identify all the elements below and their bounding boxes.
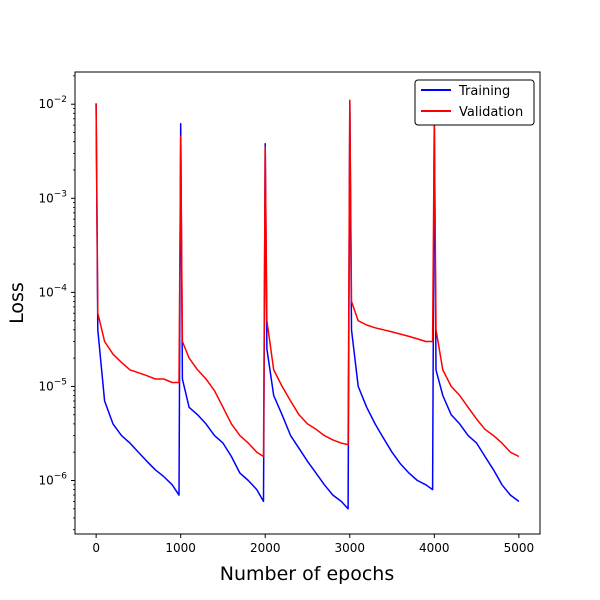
x-axis: 0 1000 2000 3000 4000 5000 — [92, 534, 534, 555]
x-tick-label: 1000 — [165, 541, 196, 555]
plot-area — [95, 99, 520, 510]
legend-training-label: Training — [458, 84, 510, 99]
series-line-training — [95, 100, 520, 510]
plot-frame — [74, 71, 541, 535]
y-tick-label: 10−2 — [38, 95, 67, 111]
x-tick-label: 0 — [92, 541, 100, 555]
series-line-validation — [95, 99, 520, 458]
y-tick-label: 10−3 — [38, 189, 67, 205]
legend-validation-label: Validation — [459, 105, 523, 120]
y-tick-label: 10−4 — [38, 283, 67, 299]
series-group — [95, 99, 520, 510]
y-tick-label: 10−6 — [38, 472, 67, 488]
x-tick-label: 5000 — [504, 541, 535, 555]
y-tick-label: 10−5 — [38, 377, 67, 393]
y-axis-label: Loss — [6, 282, 28, 324]
legend: Training Validation — [414, 79, 535, 126]
legend-box — [414, 79, 535, 126]
x-tick-label: 2000 — [250, 541, 281, 555]
x-tick-label: 3000 — [334, 541, 365, 555]
x-tick-label: 4000 — [419, 541, 450, 555]
x-axis-label: Number of epochs — [220, 563, 394, 585]
y-axis: 10−6 10−5 10−4 10−3 10−2 — [38, 75, 75, 531]
